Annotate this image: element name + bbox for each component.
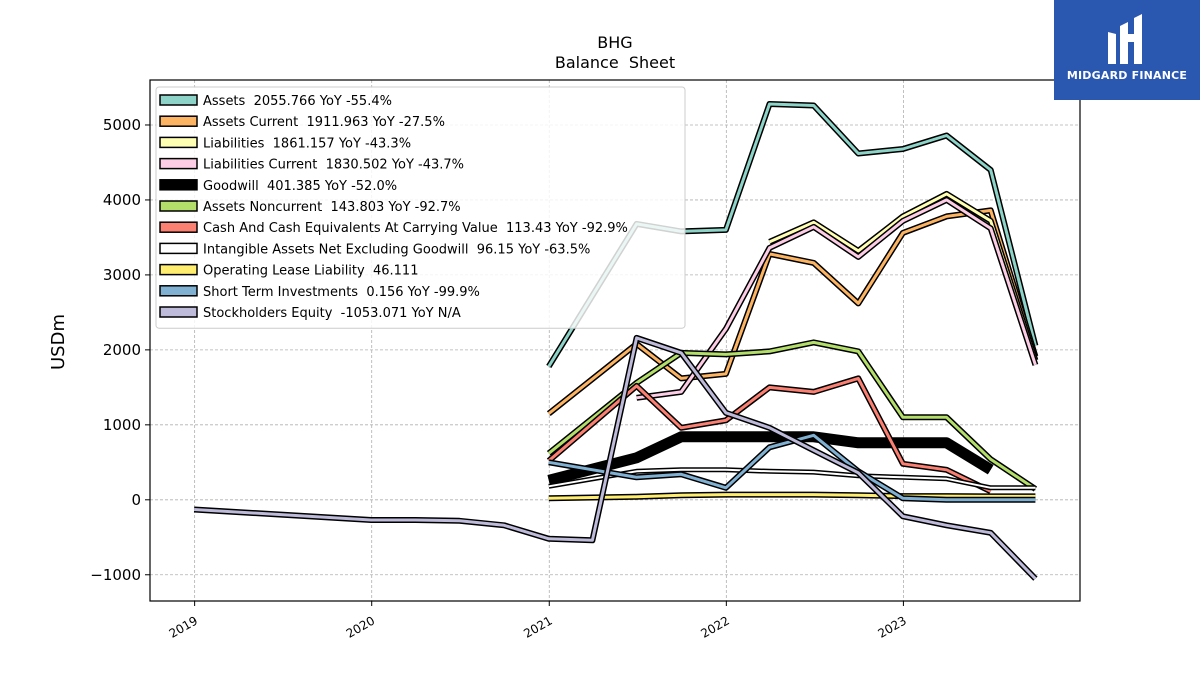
series-line [547,376,992,493]
x-tick-label: 2019 [167,613,200,640]
legend-label: Short Term Investments 0.156 YoY -99.9% [203,285,480,300]
x-tick-label: 2022 [698,613,731,640]
series-1 [546,207,1039,416]
series-line [768,192,1037,361]
legend-label: Liabilities 1861.157 YoY -43.3% [203,136,411,151]
y-tick-label: 5000 [103,116,141,134]
x-axis: 2019 2020 2021 2022 2023 [167,601,909,641]
x-tick-label: 2021 [521,613,554,640]
y-tick-label: 2000 [103,341,141,359]
y-axis-label: USDm [48,314,69,370]
brand-logo: MIDGARD FINANCE [1054,0,1200,100]
legend-swatch [159,136,198,149]
plot-frame [149,79,1081,602]
legend-swatch [159,285,198,297]
series-outline [548,432,1036,503]
legend-box [155,86,686,329]
series-3 [636,196,1039,401]
series-10 [193,334,1038,581]
series-6 [546,375,993,494]
x-tick-label: 2023 [875,613,908,640]
series-8 [548,491,1036,502]
series-line [547,340,1037,491]
legend-swatch [159,94,198,106]
series-lines [193,101,1039,581]
legend-swatch [159,263,198,276]
series-line [194,336,1037,580]
legend-swatch [159,306,198,318]
legend-label: Intangible Assets Net Excluding Goodwill… [203,242,590,257]
legend-label: Cash And Cash Equivalents At Carrying Va… [203,221,628,236]
y-tick-label: 4000 [103,191,141,209]
legend-label: Stockholders Equity -1053.071 YoY N/A [203,306,461,321]
series-7 [548,467,1036,491]
y-tick-label: 1000 [103,416,141,434]
series-line [548,468,1036,489]
legend-label: Operating Lease Liability 46.111 [203,264,418,279]
series-line [547,208,1037,415]
series-line [548,433,1036,502]
y-tick-label: 0 [131,491,141,509]
legend-swatch [159,242,198,255]
legend-label: Assets 2055.766 YoY -55.4% [203,94,392,109]
legend-swatch [159,200,198,212]
chart-title: BHG [597,33,632,52]
y-axis: −1000 0 1000 2000 3000 4000 5000 [90,116,150,584]
legend-label: Goodwill 401.385 YoY -52.0% [203,179,397,194]
x-tick-label: 2020 [344,613,377,640]
legend-label: Assets Noncurrent 143.803 YoY -92.7% [203,200,461,215]
brand-name: MIDGARD FINANCE [1066,69,1188,82]
y-tick-label: 3000 [103,266,141,284]
series-line [636,198,1037,400]
series-line [548,493,1036,500]
series-5 [546,339,1038,492]
legend: Assets 2055.766 YoY -55.4% Assets Current… [155,86,686,329]
series-2 [768,190,1039,362]
legend-label: Assets Current 1911.963 YoY -27.5% [203,115,445,130]
legend-swatch [159,221,198,233]
legend-label: Liabilities Current 1830.502 YoY -43.7% [203,158,464,173]
series-9 [548,432,1036,503]
legend-swatch [159,179,198,191]
legend-swatch [159,115,198,127]
midgard-logo-icon [1108,14,1147,64]
chart-subtitle: Balance Sheet [555,53,675,72]
y-tick-label: −1000 [90,566,141,584]
legend-swatch [159,157,198,170]
